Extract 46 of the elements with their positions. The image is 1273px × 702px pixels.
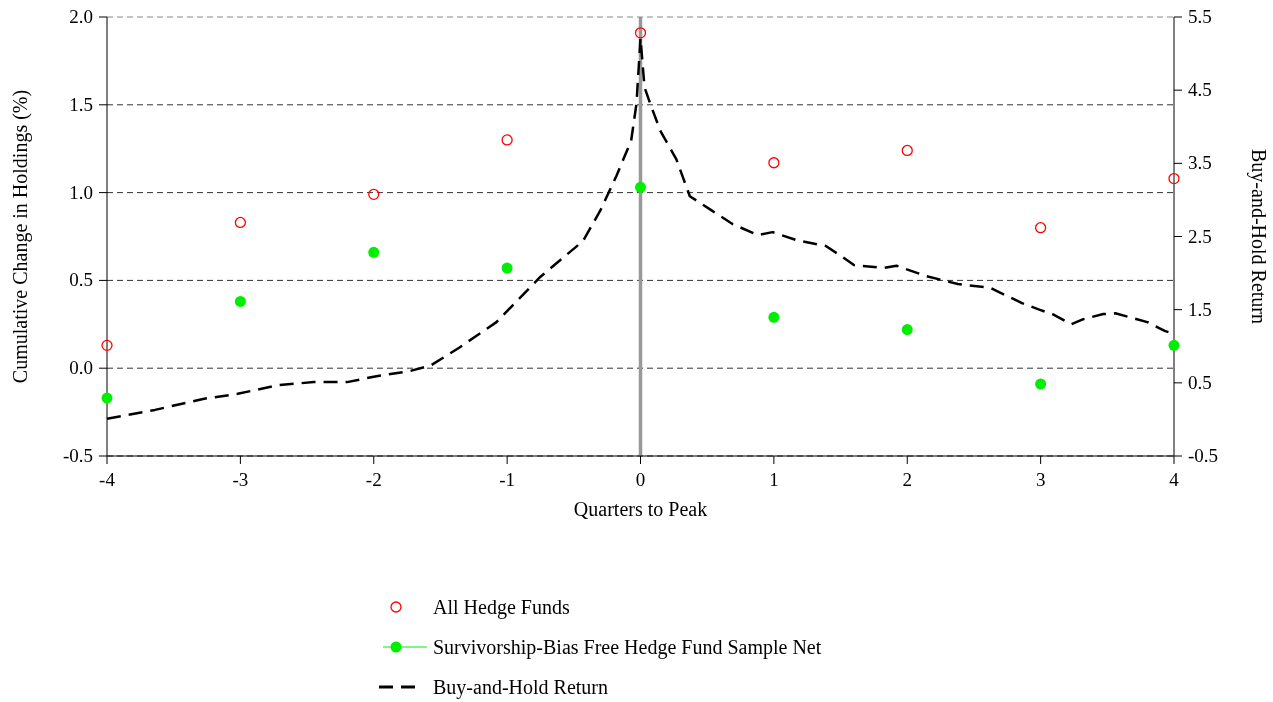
point bbox=[901, 144, 913, 157]
y-tick-label: 1.0 bbox=[69, 181, 93, 203]
y2-tick-label: -0.5 bbox=[1188, 445, 1219, 466]
x-tick-label: 3 bbox=[1035, 469, 1046, 490]
point bbox=[234, 216, 247, 229]
point bbox=[635, 181, 646, 193]
point bbox=[1168, 339, 1180, 351]
y-tick-label: 0.0 bbox=[69, 357, 93, 379]
y2-tick-label: 0.5 bbox=[1188, 371, 1212, 393]
x-tick-label: 2 bbox=[902, 469, 912, 490]
x-tick-label: -1 bbox=[499, 469, 516, 490]
y2-tick-label: 3.5 bbox=[1188, 152, 1212, 174]
point bbox=[768, 157, 780, 169]
x-tick-label: 4 bbox=[1169, 469, 1180, 490]
legend-label: All Hedge Funds bbox=[433, 596, 570, 619]
point bbox=[1034, 222, 1047, 234]
point bbox=[234, 295, 246, 307]
point bbox=[901, 324, 913, 336]
legend-label: Buy-and-Hold Return bbox=[433, 676, 608, 699]
y-tick-label: 0.5 bbox=[69, 269, 93, 291]
y-tick-label: -0.5 bbox=[62, 445, 93, 466]
x-tick-label: -4 bbox=[99, 469, 116, 490]
y-tick-label: 2.0 bbox=[69, 6, 93, 27]
y-tick-label: 1.5 bbox=[69, 93, 93, 115]
y2-tick-label: 2.5 bbox=[1188, 225, 1212, 247]
x-tick-label: 1 bbox=[769, 469, 779, 490]
point bbox=[101, 339, 113, 352]
point bbox=[368, 188, 380, 201]
point bbox=[501, 134, 513, 146]
y2-tick-label: 5.5 bbox=[1188, 6, 1212, 27]
point bbox=[101, 392, 113, 404]
y-axis-title: Cumulative Change in Holdings (%) bbox=[9, 89, 32, 384]
point bbox=[1168, 172, 1180, 185]
y2-tick-label: 1.5 bbox=[1188, 298, 1212, 320]
legend-label: Survivorship-Bias Free Hedge Fund Sample Net bbox=[433, 636, 822, 659]
x-tick-label: -2 bbox=[365, 469, 382, 490]
x-axis-title: Quarters to Peak bbox=[573, 498, 708, 520]
point bbox=[768, 311, 780, 323]
x-tick-label: -3 bbox=[232, 469, 249, 490]
y2-axis-title: Buy-and-Hold Return bbox=[1247, 149, 1270, 324]
x-tick-label: 0 bbox=[635, 469, 646, 490]
point bbox=[1035, 378, 1047, 390]
point bbox=[501, 262, 513, 274]
point bbox=[368, 246, 380, 258]
point bbox=[634, 27, 647, 39]
y2-tick-label: 4.5 bbox=[1188, 79, 1212, 101]
